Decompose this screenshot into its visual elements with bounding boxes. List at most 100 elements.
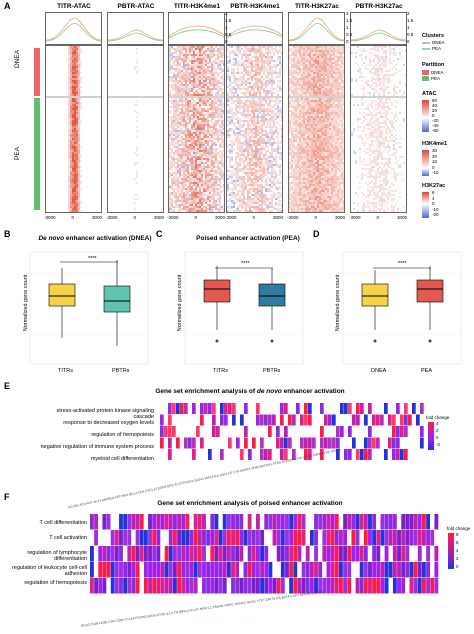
panel-e-cell-3-30: [280, 438, 284, 449]
panel-e-colorbar: [428, 422, 434, 450]
panel-f-cell-2-30: [215, 546, 219, 562]
panel-f-cell-1-32: [223, 530, 227, 546]
legend-partition-pea-swatch: [422, 76, 429, 81]
panel-f-cell-0-64: [356, 514, 360, 530]
panel-e-cell-0-13: [212, 403, 216, 414]
panel-f-cell-0-16: [156, 514, 160, 530]
panel-e-cell-0-12: [208, 403, 212, 414]
panel-e-cell-1-30: [280, 415, 284, 426]
panel-e-cell-4-56: [384, 449, 388, 460]
panel-d-outlier-1: [429, 340, 432, 343]
panel-f-cell-2-41: [260, 546, 264, 562]
panel-b-title: De novo enhancer activation (DNEA): [30, 235, 160, 242]
panel-e-cell-0-52: [368, 403, 372, 414]
legend-atac-title: ATAC: [422, 91, 436, 97]
h3k4me1-tick-0: 30: [432, 148, 437, 153]
panel-f-cell-1-58: [331, 530, 335, 546]
panel-f-cell-1-77: [410, 530, 414, 546]
panel-f-cell-0-77: [410, 514, 414, 530]
panel-f-cell-3-59: [335, 562, 339, 578]
panel-f-cell-0-55: [318, 514, 322, 530]
panel-e-cell-1-25: [260, 415, 264, 426]
panel-b-plot-area: [30, 252, 148, 364]
panel-f-cell-1-5: [111, 530, 115, 546]
panel-e-cell-3-0: [160, 438, 164, 449]
panel-e-cell-3-25: [260, 438, 264, 449]
panel-e-label: E: [4, 381, 10, 391]
panel-f-cell-2-39: [252, 546, 256, 562]
panel-f-cell-0-22: [181, 514, 185, 530]
panel-f-cell-2-29: [210, 546, 214, 562]
panel-e-cell-0-36: [304, 403, 308, 414]
panel-e-cell-0-24: [256, 403, 260, 414]
panel-f-cell-0-42: [264, 514, 268, 530]
panel-f-cell-1-80: [422, 530, 426, 546]
panel-f-cell-2-34: [231, 546, 235, 562]
panel-f-term-4: regulation of hemopoiesis: [5, 580, 87, 586]
panel-f-cell-3-73: [393, 562, 397, 578]
panel-f-cell-1-16: [156, 530, 160, 546]
panel-e-title-pre: Gene set enrichment analysis of: [155, 388, 257, 395]
panel-f-cell-4-40: [256, 578, 260, 594]
xtick-titr-atac-1: 0: [72, 215, 75, 220]
panel-b-box-1: [104, 286, 130, 312]
panel-f-cell-0-72: [389, 514, 393, 530]
col-title-titr-h3k4me1: TITR-H3K4me1: [166, 3, 228, 10]
panel-f-cell-2-35: [235, 546, 239, 562]
col-title-titr-atac: TITR-ATAC: [43, 3, 105, 10]
panel-f-cell-1-51: [302, 530, 306, 546]
panel-f-cell-2-32: [223, 546, 227, 562]
panel-f-cell-3-61: [343, 562, 347, 578]
panel-b-xtick-1: TITRs: [58, 368, 73, 374]
panel-e-cell-1-28: [272, 415, 276, 426]
panel-f-cell-1-46: [281, 530, 285, 546]
heatmap-titr-atac: [45, 45, 102, 213]
panel-e-cell-2-14: [216, 426, 220, 437]
panel-f-cell-4-37: [244, 578, 248, 594]
panel-f-cell-3-23: [185, 562, 189, 578]
panel-f-cell-2-59: [335, 546, 339, 562]
panel-f-cell-1-79: [418, 530, 422, 546]
panel-f-cell-3-69: [376, 562, 380, 578]
panel-f-cell-0-32: [223, 514, 227, 530]
panel-e-cell-3-36: [304, 438, 308, 449]
xtick-pbtr-h3k27ac-2: 3000: [397, 215, 407, 220]
panel-e-cell-3-42: [328, 438, 332, 449]
panel-f-cell-2-69: [376, 546, 380, 562]
panel-c-ylabel: Normalized gene count: [177, 263, 183, 343]
panel-f-cell-0-14: [148, 514, 152, 530]
panel-f-cell-0-75: [401, 514, 405, 530]
panel-f-cell-1-11: [136, 530, 140, 546]
panel-f-cell-2-16: [156, 546, 160, 562]
dnea-label: DNEA: [14, 38, 21, 68]
profile-titr-h3k4me1: [168, 12, 225, 45]
panel-f-cell-4-45: [277, 578, 281, 594]
xtick-pbtr-h3k4me1-2: 3000: [273, 215, 283, 220]
panel-f-cell-0-45: [277, 514, 281, 530]
panel-e-cell-4-12: [208, 449, 212, 460]
panel-e-cell-1-57: [388, 415, 392, 426]
panel-f-cell-2-20: [173, 546, 177, 562]
panel-f-cell-0-15: [152, 514, 156, 530]
panel-e-cell-4-25: [260, 449, 264, 460]
xtick-pbtr-h3k4me1-1: 0: [253, 215, 256, 220]
panel-e-cell-1-62: [408, 415, 412, 426]
panel-f-cell-0-56: [322, 514, 326, 530]
panel-f-cell-0-47: [285, 514, 289, 530]
panel-e-cell-1-20: [240, 415, 244, 426]
panel-e-cell-4-20: [240, 449, 244, 460]
panel-d-outlier-0: [374, 340, 377, 343]
panel-f-cell-3-52: [306, 562, 310, 578]
panel-e-legend-tick-1: 2: [436, 428, 439, 433]
panel-e-cell-1-2: [168, 415, 172, 426]
panel-f-cell-3-7: [119, 562, 123, 578]
panel-b-title-rest: enhancer activation (DNEA): [64, 235, 151, 242]
panel-f-cell-1-7: [119, 530, 123, 546]
panel-f-cell-1-63: [351, 530, 355, 546]
panel-f-cell-2-61: [343, 546, 347, 562]
panel-f-cell-0-36: [239, 514, 243, 530]
panel-f-cell-4-3: [102, 578, 106, 594]
panel-f-cell-1-47: [285, 530, 289, 546]
panel-f-cell-3-3: [102, 562, 106, 578]
panel-f-cell-1-39: [252, 530, 256, 546]
